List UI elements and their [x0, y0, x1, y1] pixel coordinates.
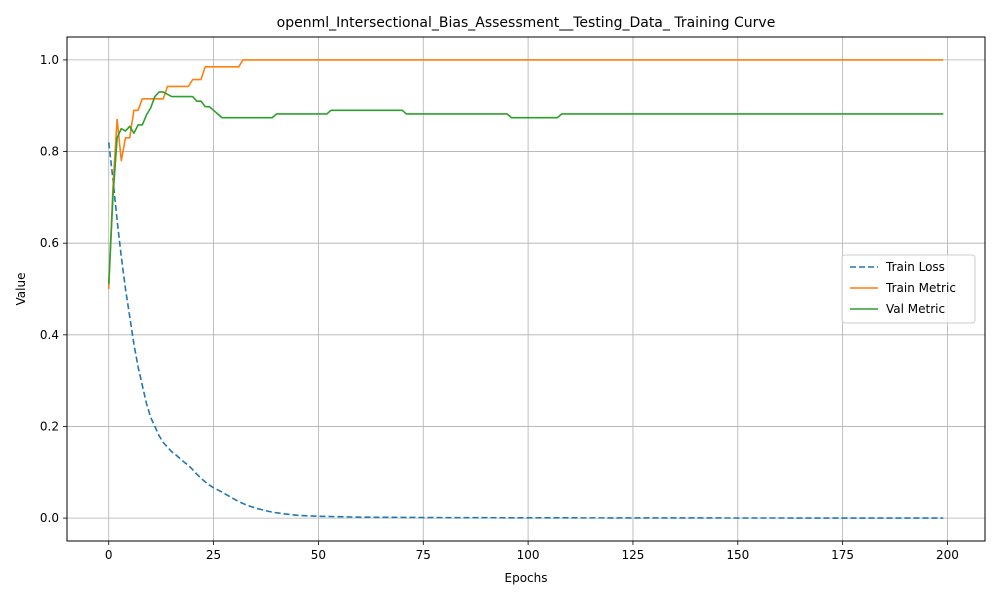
legend-entry-label: Train Metric — [885, 281, 956, 295]
y-tick-label: 0.8 — [40, 145, 59, 159]
x-tick-label: 200 — [936, 548, 959, 562]
x-tick-label: 100 — [517, 548, 540, 562]
series-line-train-loss — [107, 142, 944, 519]
y-tick-label: 0.2 — [40, 419, 59, 433]
x-tick-label: 75 — [416, 548, 431, 562]
y-axis-label: Value — [14, 273, 28, 306]
chart-title: openml_Intersectional_Bias_Assessment__T… — [277, 15, 776, 31]
y-tick-label: 0.6 — [40, 236, 59, 250]
legend-box — [841, 254, 976, 324]
x-tick-label: 175 — [831, 548, 854, 562]
x-tick-label: 150 — [726, 548, 749, 562]
x-tick-label: 50 — [311, 548, 326, 562]
x-tick-label: 125 — [621, 548, 644, 562]
y-tick-label: 0.4 — [40, 328, 59, 342]
x-tick-label: 0 — [105, 548, 113, 562]
y-tick-label: 0.0 — [40, 511, 59, 525]
axis-ticks: 0 25 50 75 100 125 150 175 200 0.0 0.2 0.4 0.6 0.8 1.0 — [40, 53, 959, 562]
y-tick-label: 1.0 — [40, 53, 59, 67]
x-tick-label: 25 — [206, 548, 221, 562]
series-line-train-metric — [107, 59, 944, 290]
x-axis-label: Epochs — [505, 571, 548, 585]
legend-entry-label: Val Metric — [886, 302, 945, 316]
series-line-val-metric — [107, 91, 944, 285]
legend-entry-label: Train Loss — [885, 260, 945, 274]
plot-frame — [66, 36, 986, 542]
series-layer — [107, 59, 944, 519]
legend: Train Loss Train Metric Val Metric — [841, 254, 976, 324]
